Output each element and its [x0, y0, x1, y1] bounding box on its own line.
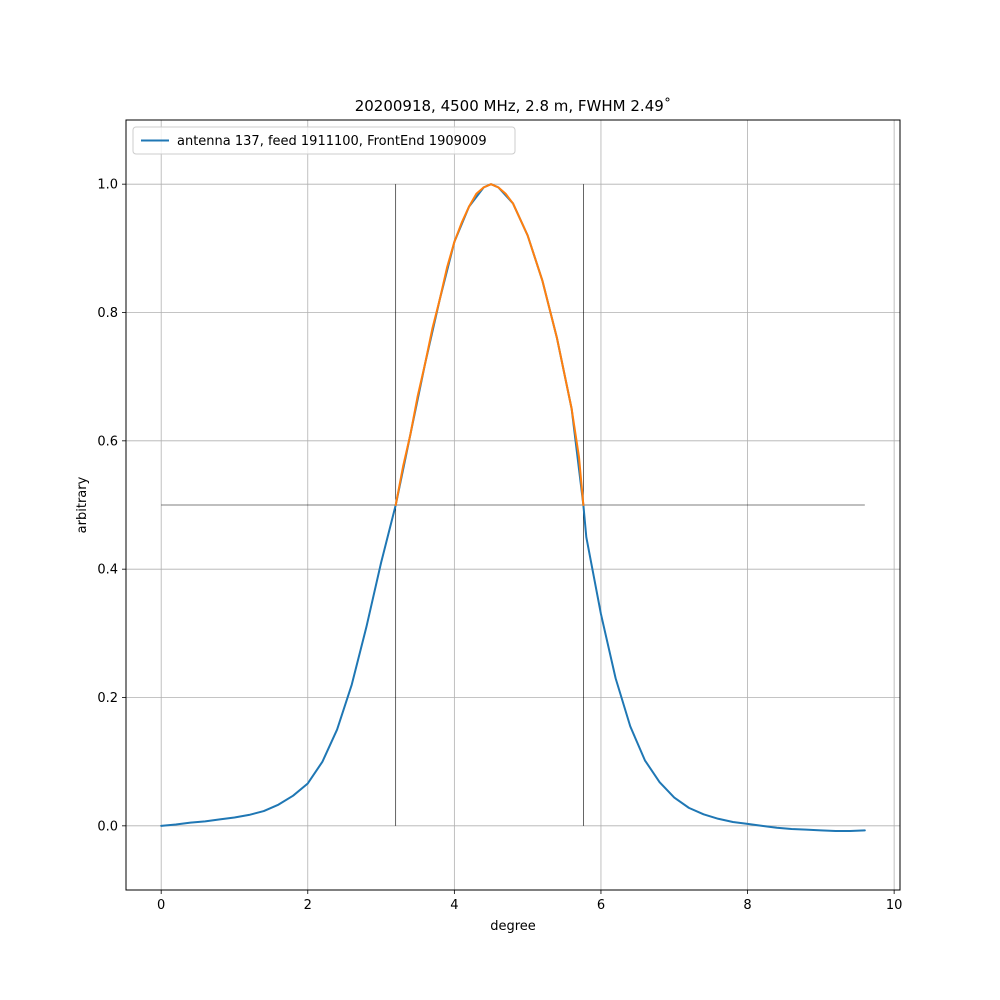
x-tick-label: 10 — [886, 898, 903, 913]
legend-box — [132, 126, 516, 155]
legend: antenna 137, feed 1911100, FrontEnd 1909… — [132, 126, 516, 155]
plot-area-frame — [125, 119, 901, 891]
y-tick-label: 0.2 — [97, 691, 118, 706]
axis-ticks: 0 2 4 6 8 10 0.0 0.2 0.4 0.6 0.8 1.0 — [97, 178, 902, 913]
y-tick-label: 1.0 — [97, 178, 118, 193]
x-tick-label: 4 — [450, 898, 458, 913]
x-tick-label: 0 — [157, 898, 165, 913]
x-tick-label: 2 — [304, 898, 312, 913]
legend-entry-label: antenna 137, feed 1911100, FrontEnd 1909… — [177, 134, 487, 149]
main-lobe-line — [394, 183, 585, 506]
y-tick-label: 0.4 — [97, 563, 118, 578]
series-lines — [160, 183, 866, 832]
y-tick-label: 0.0 — [97, 819, 118, 834]
x-axis-label: degree — [490, 919, 536, 934]
x-tick-label: 6 — [597, 898, 605, 913]
chart-title: 20200918, 4500 MHz, 2.8 m, FWHM 2.49˚ — [355, 97, 672, 115]
x-tick-label: 8 — [743, 898, 751, 913]
y-tick-label: 0.6 — [97, 434, 118, 449]
y-tick-label: 0.8 — [97, 306, 118, 321]
y-axis-label: arbitrary — [75, 476, 90, 533]
